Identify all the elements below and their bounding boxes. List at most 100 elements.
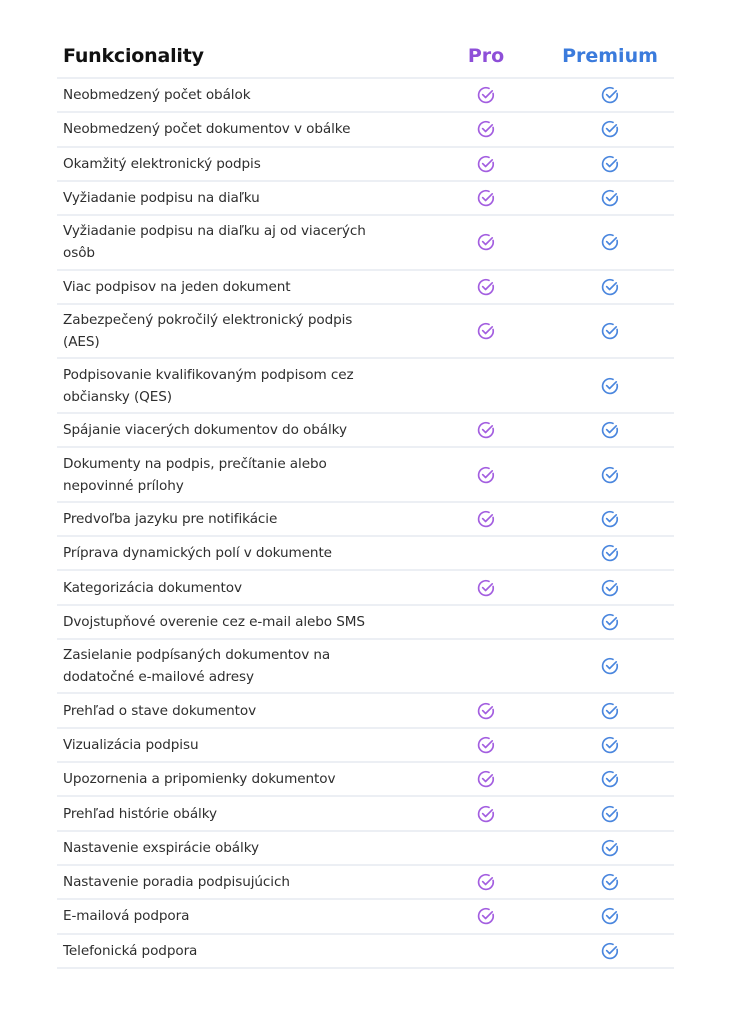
- table-row: Upozornenia a pripomienky dokumentov: [57, 763, 674, 798]
- table-row: Vizualizácia podpisu: [57, 729, 674, 764]
- check-circle-icon: [477, 422, 495, 439]
- check-circle-icon: [601, 510, 619, 528]
- table-row: Dokumenty na podpis, prečítanie alebo ne…: [57, 448, 674, 503]
- premium-availability-cell: [546, 321, 674, 341]
- table-row: Vyžiadanie podpisu na diaľku aj od viace…: [57, 216, 674, 271]
- check-circle-icon: [601, 702, 619, 719]
- premium-availability-cell: [546, 509, 674, 529]
- check-circle-icon: [601, 323, 619, 340]
- check-circle-icon: [477, 234, 495, 251]
- feature-name: Prehľad histórie obálky: [63, 805, 217, 822]
- check-circle-icon: [601, 121, 619, 138]
- pro-availability-cell: [426, 420, 546, 440]
- premium-availability-cell: [546, 188, 674, 208]
- check-circle-icon: [477, 121, 495, 138]
- premium-availability-cell: [546, 420, 674, 440]
- premium-availability-cell: [546, 154, 674, 174]
- feature-name: Telefonická podpora: [63, 942, 198, 959]
- premium-availability-cell: [546, 578, 674, 598]
- check-circle-icon: [477, 155, 495, 172]
- premium-availability-cell: [546, 543, 674, 563]
- table-row: Okamžitý elektronický podpis: [57, 148, 674, 182]
- check-circle-icon: [477, 771, 495, 788]
- premium-availability-cell: [546, 872, 674, 892]
- table-row: Nastavenie poradia podpisujúcich: [57, 866, 674, 901]
- table-row: Nastavenie exspirácie obálky: [57, 832, 674, 866]
- table-row: Predvoľba jazyku pre notifikácie: [57, 503, 674, 538]
- check-circle-icon: [477, 466, 495, 483]
- feature-name: E-mailová podpora: [63, 908, 190, 925]
- feature-name: Nastavenie poradia podpisujúcich: [63, 874, 290, 891]
- premium-availability-cell: [546, 735, 674, 755]
- check-circle-icon: [601, 874, 619, 891]
- check-circle-icon: [601, 908, 619, 925]
- premium-availability-cell: [546, 656, 674, 676]
- feature-name: Okamžitý elektronický podpis: [63, 155, 261, 172]
- check-circle-icon: [477, 87, 495, 104]
- feature-name: Prehľad o stave dokumentov: [63, 702, 257, 719]
- table-row: Príprava dynamických polí v dokumente: [57, 537, 674, 572]
- check-circle-icon: [477, 702, 495, 719]
- check-circle-icon: [477, 874, 495, 891]
- check-circle-icon: [601, 377, 619, 394]
- feature-name: Nastavenie exspirácie obálky: [63, 839, 259, 856]
- check-circle-icon: [601, 466, 619, 483]
- check-circle-icon: [477, 736, 495, 754]
- premium-availability-cell: [546, 277, 674, 297]
- pro-availability-cell: [426, 465, 546, 485]
- premium-availability-cell: [546, 376, 674, 396]
- pro-availability-cell: [426, 154, 546, 174]
- check-circle-icon: [601, 278, 619, 296]
- table-row: Kategorizácia dokumentov: [57, 571, 674, 606]
- check-circle-icon: [601, 422, 619, 439]
- check-circle-icon: [477, 579, 495, 596]
- feature-name: Dvojstupňové overenie cez e-mail alebo S…: [63, 613, 365, 630]
- table-row: Spájanie viacerých dokumentov do obálky: [57, 414, 674, 449]
- table-row: E-mailová podpora: [57, 900, 674, 935]
- feature-name: Neobmedzený počet dokumentov v obálke: [63, 121, 351, 138]
- table-row: Dvojstupňové overenie cez e-mail alebo S…: [57, 606, 674, 640]
- feature-name: Predvoľba jazyku pre notifikácie: [63, 510, 278, 527]
- pro-availability-cell: [426, 872, 546, 892]
- feature-name: Príprava dynamických polí v dokumente: [63, 545, 332, 562]
- check-circle-icon: [601, 613, 619, 631]
- pro-availability-cell: [426, 85, 546, 105]
- feature-name: Zasielanie podpísaných dokumentov na dod…: [63, 647, 331, 686]
- table-row: Telefonická podpora: [57, 935, 674, 969]
- check-circle-icon: [601, 190, 619, 207]
- check-circle-icon: [601, 736, 619, 754]
- premium-availability-cell: [546, 701, 674, 721]
- pro-availability-cell: [426, 277, 546, 297]
- table-row: Podpisovanie kvalifikovaným podpisom cez…: [57, 359, 674, 414]
- check-circle-icon: [601, 155, 619, 172]
- check-circle-icon: [477, 805, 495, 822]
- feature-name: Vizualizácia podpisu: [63, 736, 199, 753]
- pro-availability-cell: [426, 119, 546, 139]
- table-row: Neobmedzený počet dokumentov v obálke: [57, 113, 674, 148]
- check-circle-icon: [601, 658, 619, 675]
- check-circle-icon: [601, 942, 619, 959]
- pro-availability-cell: [426, 804, 546, 824]
- table-row: Prehľad o stave dokumentov: [57, 694, 674, 729]
- premium-availability-cell: [546, 769, 674, 789]
- premium-availability-cell: [546, 232, 674, 252]
- check-circle-icon: [601, 579, 619, 596]
- table-row: Neobmedzený počet obálok: [57, 79, 674, 114]
- pro-availability-cell: [426, 906, 546, 926]
- pro-availability-cell: [426, 701, 546, 721]
- feature-name: Viac podpisov na jeden dokument: [63, 278, 291, 295]
- check-circle-icon: [601, 545, 619, 562]
- features-column-header: Funkcionality: [63, 44, 204, 67]
- pro-availability-cell: [426, 735, 546, 755]
- table-header: Funkcionality Pro Premium: [57, 34, 674, 79]
- premium-availability-cell: [546, 941, 674, 961]
- feature-name: Upozornenia a pripomienky dokumentov: [63, 771, 336, 788]
- check-circle-icon: [601, 805, 619, 822]
- table-row: Viac podpisov na jeden dokument: [57, 271, 674, 305]
- table-row: Prehľad histórie obálky: [57, 797, 674, 832]
- table-row: Vyžiadanie podpisu na diaľku: [57, 182, 674, 217]
- check-circle-icon: [477, 908, 495, 925]
- premium-availability-cell: [546, 465, 674, 485]
- pro-availability-cell: [426, 578, 546, 598]
- plan-header-pro: Pro: [467, 44, 505, 67]
